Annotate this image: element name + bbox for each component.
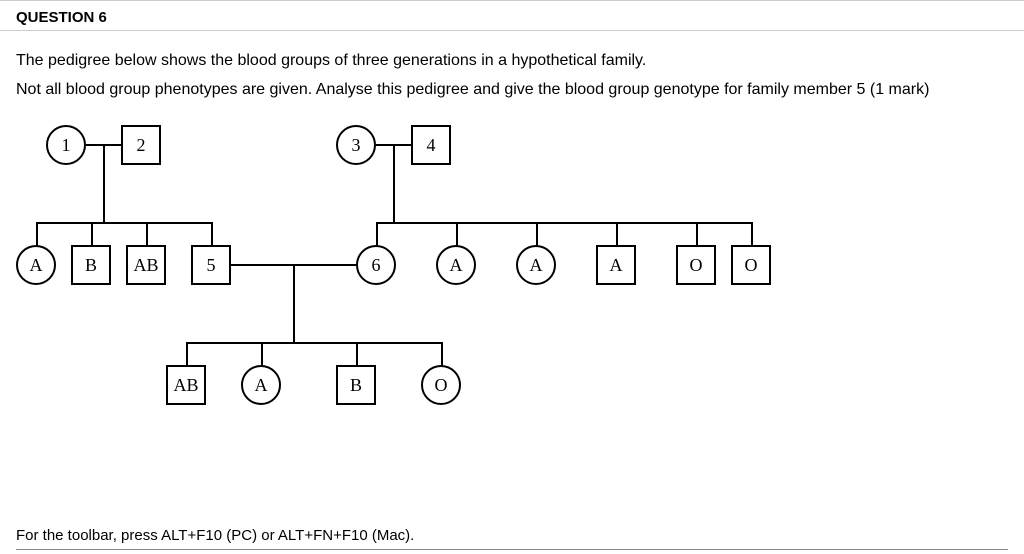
- pedigree-line: [456, 222, 458, 247]
- pedigree-line: [393, 144, 395, 224]
- pedigree-node-n3: 3: [336, 125, 376, 165]
- pedigree-line: [186, 342, 188, 367]
- pedigree-line: [441, 342, 443, 367]
- pedigree-node-nA4: A: [596, 245, 636, 285]
- pedigree-diagram: 1234ABAB56AAAOOABABO: [16, 125, 836, 455]
- pedigree-line: [91, 222, 93, 247]
- pedigree-node-n6: 6: [356, 245, 396, 285]
- pedigree-node-n5: 5: [191, 245, 231, 285]
- pedigree-line: [356, 342, 358, 367]
- pedigree-node-nAB2: AB: [166, 365, 206, 405]
- pedigree-line: [536, 222, 538, 247]
- pedigree-node-nAB1: AB: [126, 245, 166, 285]
- question-body: The pedigree below shows the blood group…: [0, 31, 1024, 111]
- pedigree-node-nO3: O: [421, 365, 461, 405]
- question-prompt: Not all blood group phenotypes are given…: [16, 78, 1008, 101]
- pedigree-node-nO1: O: [676, 245, 716, 285]
- pedigree-node-nA3: A: [516, 245, 556, 285]
- pedigree-node-nB2: B: [336, 365, 376, 405]
- pedigree-node-n4: 4: [411, 125, 451, 165]
- pedigree-node-nA5: A: [241, 365, 281, 405]
- toolbar-hint: For the toolbar, press ALT+F10 (PC) or A…: [16, 527, 414, 544]
- pedigree-node-n1: 1: [46, 125, 86, 165]
- pedigree-line: [211, 222, 213, 247]
- pedigree-line: [376, 222, 378, 247]
- pedigree-line: [146, 222, 148, 247]
- pedigree-line: [186, 342, 443, 344]
- pedigree-line: [261, 342, 263, 367]
- question-page: QUESTION 6 The pedigree below shows the …: [0, 0, 1024, 554]
- pedigree-line: [696, 222, 698, 247]
- pedigree-line: [293, 264, 295, 344]
- question-header: QUESTION 6: [0, 1, 1024, 31]
- pedigree-node-nA1: A: [16, 245, 56, 285]
- question-intro: The pedigree below shows the blood group…: [16, 49, 1008, 72]
- pedigree-node-nO2: O: [731, 245, 771, 285]
- pedigree-node-nA2: A: [436, 245, 476, 285]
- pedigree-line: [36, 222, 38, 247]
- pedigree-node-n2: 2: [121, 125, 161, 165]
- footer-rule: [16, 549, 1008, 550]
- pedigree-line: [103, 144, 105, 224]
- pedigree-line: [616, 222, 618, 247]
- pedigree-node-nB: B: [71, 245, 111, 285]
- pedigree-line: [36, 222, 213, 224]
- pedigree-line: [751, 222, 753, 247]
